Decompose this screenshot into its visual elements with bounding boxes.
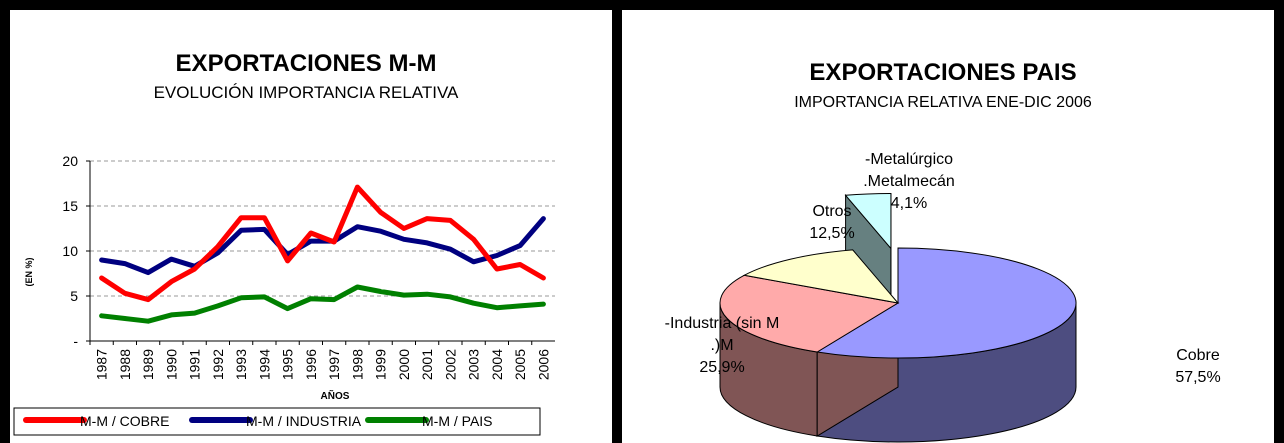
pie-slices (719, 192, 1077, 359)
x-tick-label: 2001 (419, 349, 435, 380)
x-tick-label: 1992 (210, 349, 226, 380)
x-tick-label: 1988 (117, 349, 133, 380)
series-line-m-m-industria (99, 216, 546, 276)
x-tick-label: 1991 (187, 349, 203, 380)
pie-label-value: 57,5% (1175, 369, 1220, 386)
pie-label: -Metalúrgico .Metalmecán 4,1% (863, 151, 955, 212)
pie-chart-panel: EXPORTACIONES PAIS IMPORTANCIA RELATIVA … (612, 0, 1284, 443)
legend: M-M / COBRE M-M / INDUSTRIA M-M / PAIS (13, 407, 541, 436)
pie-label: Otros 12,5% (809, 203, 854, 242)
line-chart-subtitle: EVOLUCIÓN IMPORTANCIA RELATIVA (154, 83, 459, 102)
x-tick-label: 1993 (233, 349, 249, 380)
line-chart: EXPORTACIONES M-M EVOLUCIÓN IMPORTANCIA … (13, 50, 555, 436)
pie-label-name: Otros (812, 203, 851, 220)
y-tick-label: 10 (62, 243, 78, 259)
pie-label-value: 25,9% (699, 359, 744, 376)
x-tick-label: 2006 (535, 349, 551, 380)
line-chart-panel: EXPORTACIONES M-M EVOLUCIÓN IMPORTANCIA … (0, 0, 622, 443)
series-lines (99, 184, 546, 324)
x-tick-label: 1994 (256, 349, 272, 380)
series-line-m-m-pais (99, 284, 546, 324)
x-axis-label: AÑOS (321, 389, 350, 402)
series-line-m-m-cobre (99, 184, 546, 303)
x-tick-label: 1998 (349, 349, 365, 380)
y-tick-label: 5 (70, 288, 78, 304)
pie-label: -Industria (sin M .)M 25,9% (665, 315, 780, 376)
x-tick-label: 2000 (396, 349, 412, 380)
y-tick-label: 15 (62, 198, 78, 214)
pie-slice (844, 192, 892, 250)
x-tick-label: 2002 (442, 349, 458, 380)
x-tick-labels: 1987 1988 1989 1990 1991 1992 1993 1994 1995 1996… (94, 349, 552, 380)
pie-label-name: -Metalúrgico (865, 151, 953, 168)
legend-label: M-M / INDUSTRIA (246, 413, 362, 429)
legend-item: M-M / PAIS (365, 413, 493, 429)
x-tick-label: 1989 (140, 349, 156, 380)
pie-label-name: -Industria (sin M (665, 315, 780, 332)
line-chart-title: EXPORTACIONES M-M (176, 50, 437, 77)
axes (86, 160, 555, 345)
y-tick-label: - (73, 333, 78, 349)
pie-slice (742, 249, 900, 304)
x-tick-label: 1997 (326, 349, 342, 380)
pie-slice (719, 274, 900, 353)
x-tick-label: 2003 (466, 349, 482, 380)
pie-labels: Cobre 57,5% -Industria (sin M .)M 25,9% Otros… (665, 151, 1221, 386)
pie-label-name: .)M (710, 337, 733, 354)
x-tick-label: 1999 (373, 349, 389, 380)
legend-label: M-M / PAIS (422, 413, 493, 429)
pie-label-value: 4,1% (891, 195, 927, 212)
pie-label-name: .Metalmecán (863, 173, 955, 190)
y-tick-labels: - 5 10 15 20 (62, 153, 78, 349)
gridlines (90, 160, 555, 297)
x-tick-label: 1996 (303, 349, 319, 380)
x-tick-label: 1987 (94, 349, 110, 380)
pie-chart: EXPORTACIONES PAIS IMPORTANCIA RELATIVA … (665, 59, 1221, 443)
x-tick-label: 1990 (163, 349, 179, 380)
pie-label-name: Cobre (1176, 347, 1220, 364)
x-tick-label: 2004 (489, 349, 505, 380)
y-axis-label: (EN %) (24, 257, 34, 286)
pie-chart-subtitle: IMPORTANCIA RELATIVA ENE-DIC 2006 (794, 94, 1092, 111)
pie-label-value: 12,5% (809, 225, 854, 242)
legend-label: M-M / COBRE (80, 413, 169, 429)
pie-chart-title: EXPORTACIONES PAIS (809, 59, 1076, 86)
pie-slice (815, 247, 1077, 359)
x-tick-label: 2005 (512, 349, 528, 380)
legend-item: M-M / INDUSTRIA (189, 413, 362, 429)
legend-box (13, 407, 541, 436)
x-tick-label: 1995 (280, 349, 296, 380)
pie-label: Cobre 57,5% (1175, 347, 1220, 386)
y-tick-label: 20 (62, 153, 78, 169)
legend-item: M-M / COBRE (23, 413, 169, 429)
